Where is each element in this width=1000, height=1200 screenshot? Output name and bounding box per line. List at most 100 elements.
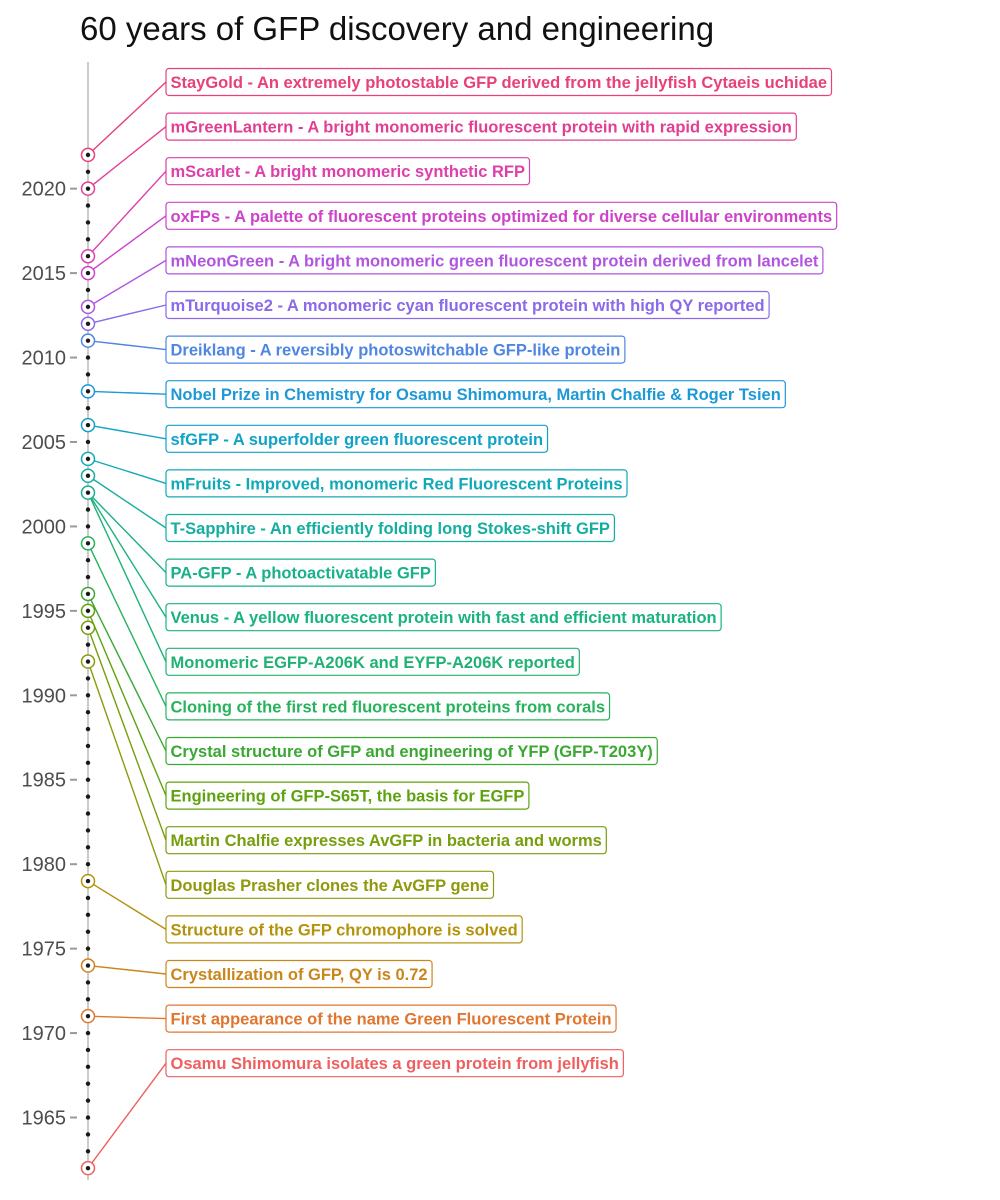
- year-dot: [85, 726, 91, 732]
- year-dot: [85, 693, 91, 698]
- year-dot: [85, 524, 91, 529]
- event-connector: [87, 458, 167, 485]
- event-label-box: [165, 736, 658, 766]
- y-tick-label: 2015: [22, 263, 67, 285]
- year-dot: [85, 237, 91, 242]
- event-connector: [87, 1062, 167, 1169]
- year-dot: [85, 203, 91, 208]
- event-marker-center: [85, 1013, 91, 1019]
- y-tick-label: 1985: [22, 770, 67, 792]
- event-marker-center: [85, 591, 91, 597]
- year-dot: [85, 169, 91, 174]
- y-tick-label: 1990: [22, 685, 67, 707]
- year-dot: [85, 574, 91, 580]
- event-label-box: [165, 870, 495, 899]
- year-dot: [85, 676, 91, 681]
- event-label: Crystal structure of GFP and engineering…: [171, 743, 653, 761]
- year-dot: [85, 1047, 91, 1053]
- event-marker-center: [85, 608, 91, 614]
- event-marker-center: [85, 878, 91, 884]
- year-dot: [85, 1098, 91, 1103]
- year-dot: [85, 287, 91, 293]
- event-marker-center: [85, 389, 91, 394]
- event-label: Martin Chalfie expresses AvGFP in bacter…: [171, 832, 602, 850]
- event-label-box: [165, 1004, 617, 1033]
- event-connector: [87, 475, 167, 529]
- year-dot: [85, 794, 91, 799]
- year-dot: [85, 1030, 91, 1036]
- event-label: Nobel Prize in Chemistry for Osamu Shimo…: [171, 386, 781, 404]
- event-label-box: [165, 157, 531, 186]
- year-dot: [85, 220, 91, 225]
- event-marker-center: [85, 1165, 91, 1171]
- year-dot: [85, 861, 91, 867]
- event-marker-center: [85, 659, 91, 664]
- y-tick-label: 1970: [22, 1023, 67, 1045]
- y-tick-label: 2020: [22, 179, 67, 201]
- year-dot: [85, 1081, 91, 1086]
- event-label: PA-GFP - A photoactivatable GFP: [171, 565, 431, 583]
- event-label-box: [165, 647, 580, 676]
- event-marker-center: [85, 338, 91, 343]
- year-dot: [85, 709, 91, 715]
- event-connector: [87, 492, 167, 618]
- event-markers: [80, 147, 96, 1176]
- event-label-box: [165, 1049, 624, 1078]
- y-tick-label: 1965: [22, 1108, 67, 1130]
- event-marker-center: [85, 152, 91, 158]
- event-connector: [87, 492, 167, 663]
- event-marker-center: [85, 473, 91, 478]
- year-dot: [85, 1064, 91, 1070]
- event-marker-center: [85, 625, 91, 630]
- year-dot: [85, 777, 91, 782]
- event-marker-center: [85, 490, 91, 495]
- event-label-box: [165, 513, 616, 543]
- year-dot: [85, 743, 91, 749]
- event-label-box: [165, 603, 722, 632]
- connector-lines: [87, 81, 167, 1169]
- year-dot: [85, 980, 91, 985]
- event-marker-center: [85, 304, 91, 310]
- y-tick-label: 1975: [22, 939, 67, 961]
- event-label: Venus - A yellow fluorescent protein wit…: [171, 609, 717, 627]
- event-connector: [87, 259, 167, 308]
- event-label: mGreenLantern - A bright monomeric fluor…: [171, 119, 792, 137]
- event-label: Engineering of GFP-S65T, the basis for E…: [171, 788, 525, 806]
- year-dot: [85, 912, 91, 918]
- event-label: Monomeric EGFP-A206K and EYFP-A206K repo…: [171, 654, 575, 672]
- event-labels: StayGold - An extremely photostable GFP …: [165, 67, 838, 1078]
- year-dot: [85, 997, 91, 1002]
- event-label-box: [165, 692, 611, 721]
- event-connector: [87, 81, 167, 156]
- year-dot: [85, 355, 91, 360]
- event-marker-center: [85, 321, 91, 326]
- event-label: mFruits - Improved, monomeric Red Fluore…: [171, 475, 623, 493]
- event-label-box: [165, 380, 786, 409]
- year-dot: [85, 1115, 91, 1120]
- event-connector: [87, 593, 167, 752]
- event-label: mTurquoise2 - A monomeric cyan fluoresce…: [171, 297, 765, 315]
- y-tick-label: 1980: [22, 854, 67, 876]
- event-label-box: [165, 781, 530, 810]
- event-connector: [87, 627, 167, 841]
- event-label: Douglas Prasher clones the AvGFP gene: [171, 877, 490, 895]
- year-dot: [85, 406, 91, 411]
- event-connector: [87, 339, 167, 351]
- event-label: mNeonGreen - A bright monomeric green fl…: [171, 252, 819, 270]
- event-label: sfGFP - A superfolder green fluorescent …: [171, 431, 544, 449]
- event-label-box: [165, 826, 607, 855]
- event-label-box: [165, 201, 838, 230]
- event-connector: [87, 304, 167, 325]
- year-dot: [85, 439, 91, 445]
- year-dot: [85, 642, 91, 647]
- event-marker-center: [85, 963, 91, 968]
- event-marker-center: [85, 541, 91, 546]
- year-dot: [85, 1149, 91, 1154]
- year-dot: [85, 760, 91, 766]
- year-dot: [85, 929, 91, 934]
- event-label: First appearance of the name Green Fluor…: [171, 1011, 612, 1029]
- event-connector: [87, 610, 167, 796]
- event-label: Osamu Shimomura isolates a green protein…: [171, 1055, 619, 1073]
- event-connector: [87, 543, 167, 707]
